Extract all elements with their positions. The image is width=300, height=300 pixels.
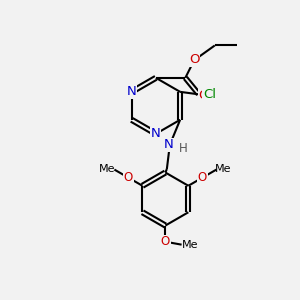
Text: Me: Me [215,164,232,174]
Text: O: O [161,235,170,248]
Text: Me: Me [99,164,116,174]
Text: O: O [189,53,200,66]
Text: H: H [179,142,188,155]
Text: O: O [124,171,133,184]
Text: Cl: Cl [203,88,216,101]
Text: O: O [199,89,209,102]
Text: N: N [164,138,173,151]
Text: N: N [127,85,136,98]
Text: Me: Me [182,240,198,250]
Text: N: N [151,127,161,140]
Text: O: O [198,171,207,184]
